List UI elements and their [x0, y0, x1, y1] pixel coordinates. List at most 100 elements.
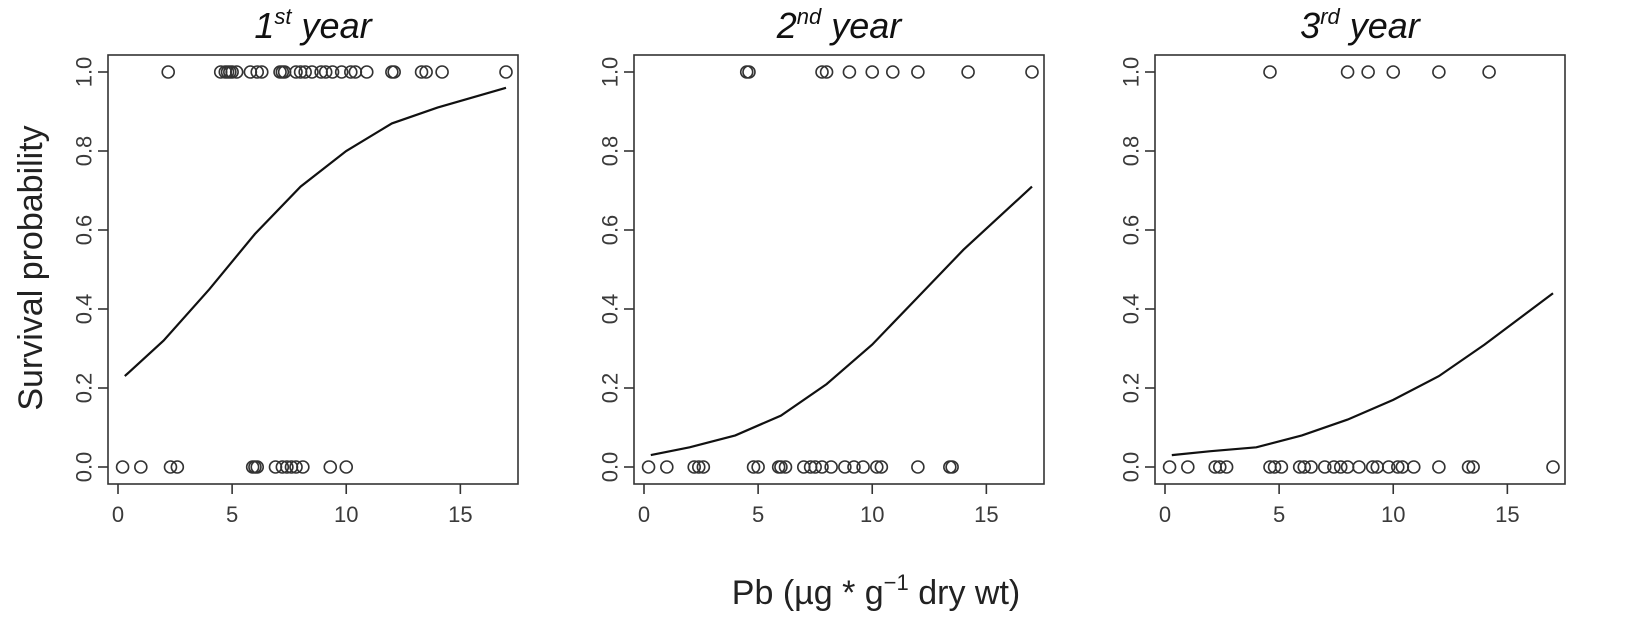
y-tick-label: 0.0 [72, 452, 97, 483]
data-point-died [280, 460, 294, 474]
plot-frame [107, 54, 519, 485]
panel-title: 3rd year [1300, 4, 1422, 46]
data-point-died [778, 460, 793, 474]
data-point-died [815, 460, 829, 474]
data-point-died [1546, 460, 1560, 474]
data-point-survived [305, 65, 319, 79]
data-point-survived [387, 65, 401, 79]
data-point-survived [1386, 65, 1401, 79]
panel-title: 1st year [254, 4, 373, 46]
data-point-died [115, 460, 130, 474]
y-tick-label: 0.2 [1119, 373, 1144, 404]
panel-title-number: 1 [254, 5, 274, 46]
data-point-died [874, 460, 889, 474]
data-point-died [1432, 460, 1446, 474]
panel-title-ordinal: st [274, 4, 292, 29]
panel-title-word: year [1340, 5, 1422, 46]
data-point-survived [815, 65, 829, 79]
x-axis-title-superscript: −1 [884, 570, 909, 595]
data-point-died [1297, 460, 1312, 474]
x-tick-label: 10 [334, 502, 358, 527]
data-point-survived [318, 65, 333, 79]
panel-title-word: year [821, 5, 903, 46]
data-point-died [687, 460, 702, 474]
data-point-died [1352, 460, 1366, 474]
data-point-survived [298, 65, 312, 79]
data-point-died [824, 460, 838, 474]
data-point-died [856, 460, 870, 474]
data-point-died [796, 460, 811, 474]
y-tick-label: 0.2 [598, 373, 623, 404]
data-point-died [751, 460, 765, 474]
x-tick-label: 0 [112, 502, 124, 527]
data-point-died [1381, 460, 1396, 474]
x-tick-label: 0 [1159, 502, 1171, 527]
data-point-survived [499, 65, 513, 79]
x-axis-title-prefix: Pb (µg * g [732, 574, 884, 612]
x-tick-label: 10 [1381, 502, 1405, 527]
data-point-died [696, 460, 711, 474]
data-point-survived [1025, 65, 1039, 79]
x-tick-label: 15 [1495, 502, 1519, 527]
data-point-died [660, 460, 674, 474]
data-point-survived [819, 65, 834, 79]
y-tick-label: 1.0 [72, 57, 97, 88]
y-tick-label: 0.4 [598, 294, 623, 325]
x-tick-label: 5 [752, 502, 764, 527]
data-point-died [268, 460, 283, 474]
y-tick-label: 0.4 [72, 294, 97, 325]
y-tick-label: 0.8 [598, 136, 623, 167]
data-point-survived [865, 65, 880, 79]
data-point-survived [842, 65, 857, 79]
fitted-curve [650, 185, 1033, 457]
data-point-died [134, 460, 148, 474]
fitted-curve [124, 86, 507, 377]
panel-3: 3rd year 0 5 10 15 0.0 0.2 0.4 0.6 0.8 1.0 [1119, 4, 1566, 527]
x-tick-label: 10 [860, 502, 884, 527]
x-tick-label: 5 [1273, 502, 1285, 527]
panel-title-ordinal: nd [797, 4, 822, 29]
panel-title: 2nd year [776, 4, 904, 46]
data-point-died [289, 460, 303, 474]
data-point-died [296, 460, 310, 474]
data-point-died [1317, 460, 1332, 474]
data-point-died [339, 460, 354, 474]
y-tick-label: 0.0 [1119, 452, 1144, 483]
x-axis-title-suffix: dry wt) [909, 574, 1020, 612]
fitted-curve [1171, 292, 1554, 457]
panel-title-number: 3 [1300, 5, 1320, 46]
data-point-died [1365, 460, 1380, 474]
data-point-died [808, 460, 822, 474]
data-point-survived [911, 65, 925, 79]
data-point-died [1327, 460, 1341, 474]
y-tick-label: 1.0 [1119, 57, 1144, 88]
data-point-died [911, 460, 925, 474]
data-point-died [641, 460, 656, 474]
data-point-survived [1340, 65, 1355, 79]
data-point-died [1267, 460, 1282, 474]
data-point-died [1333, 460, 1348, 474]
panel-title-number: 2 [776, 5, 797, 46]
data-point-survived [243, 65, 258, 79]
data-point-died [1162, 460, 1177, 474]
data-point-died [1181, 460, 1195, 474]
data-point-died [1461, 460, 1476, 474]
data-point-died [691, 460, 706, 474]
data-point-died [250, 460, 265, 474]
data-point-survived [419, 65, 433, 79]
data-point-died [1219, 460, 1234, 474]
data-point-survived [885, 65, 900, 79]
data-point-survived [343, 65, 358, 79]
data-point-died [869, 460, 884, 474]
data-point-survived [250, 65, 265, 79]
plot-frame [1154, 54, 1566, 485]
data-point-survived [414, 65, 429, 79]
data-point-survived [1432, 65, 1446, 79]
data-point-survived [1482, 65, 1496, 79]
data-point-survived [225, 65, 239, 79]
data-point-died [275, 460, 290, 474]
data-point-survived [435, 65, 449, 79]
data-point-died [774, 460, 788, 474]
